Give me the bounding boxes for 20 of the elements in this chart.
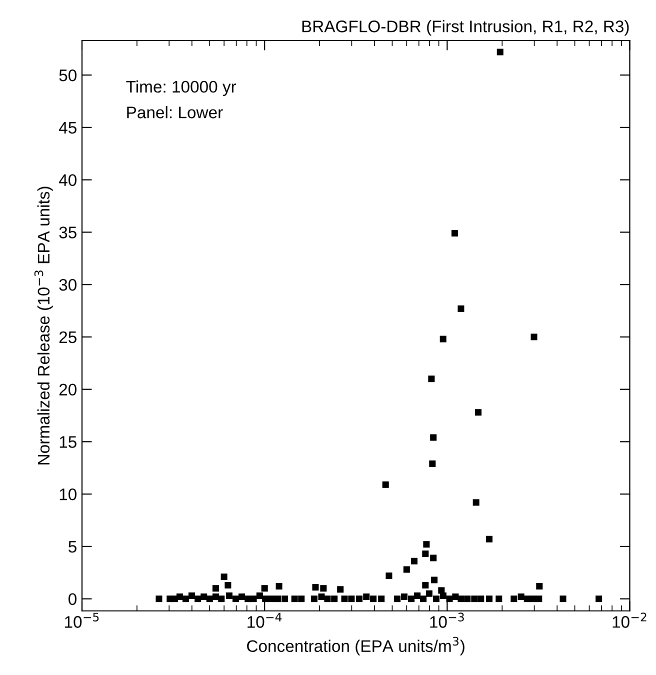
x-tick-label: 10$^{−5}$ [65,612,99,628]
x-tick-label: 10$^{−2}$ [612,612,646,628]
y-tick-label: 40 [58,174,76,186]
x-tick-label: 10$^{−3}$ [430,612,464,628]
y-tick-label: 15 [60,436,76,448]
chart-title: BRAGFLO-DBR (First Intrusion, R1, R2, R3) [302,20,629,36]
y-tick-label: 45 [58,122,76,134]
y-tick-label: 5 [68,541,76,553]
y-tick-label: 25 [59,331,76,344]
y-tick-label: 20 [59,384,76,396]
annotation: Panel: Lower [127,106,223,118]
y-tick-label: 50 [59,69,76,82]
y-tick-label: 35 [59,226,76,238]
y-tick-label: 0 [68,593,76,606]
y-tick-label: 30 [59,278,76,291]
y-tick-label: 10 [60,488,76,500]
x-tick-label: 10$^{−4}$ [248,612,282,628]
y-axis-title: Normalized Release (10$^{−3}$ EPA units) [34,186,53,464]
annotation: Time: 10000 yr [126,80,236,96]
x-axis-title: Concentration (EPA units/m$^{3}$) [247,636,464,656]
